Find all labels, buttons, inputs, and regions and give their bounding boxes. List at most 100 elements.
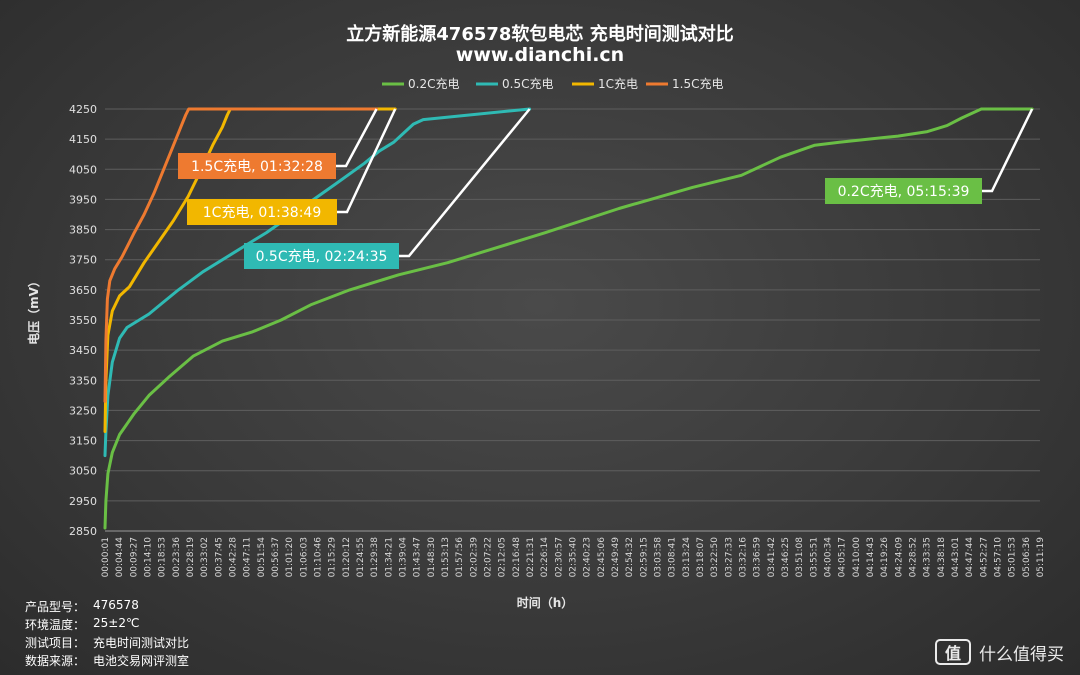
watermark: 值 什么值得买 (935, 639, 1064, 665)
x-tick-label: 02:30:57 (554, 537, 564, 577)
annotation-label: 1.5C充电, 01:32:28 (191, 159, 323, 175)
info-model: 产品型号： 476578 (25, 598, 139, 615)
x-tick-label: 02:45:06 (597, 537, 607, 578)
x-tick-label: 04:43:01 (951, 537, 961, 577)
x-tick-label: 01:34:21 (384, 537, 394, 577)
annotation-label: 1C充电, 01:38:49 (203, 205, 321, 221)
x-tick-label: 02:07:22 (484, 537, 494, 577)
x-tick-label: 01:43:47 (413, 537, 423, 577)
annotation-leader (336, 108, 378, 168)
x-tick-label: 04:47:44 (965, 537, 975, 578)
x-tick-label: 03:27:33 (724, 537, 734, 577)
info-item-label: 测试项目： (25, 636, 86, 650)
x-tick-label: 01:53:13 (441, 537, 451, 577)
x-tick-label: 03:55:51 (809, 537, 819, 577)
legend: 0.2C充电 0.5C充电 1C充电 1.5C充电 (382, 76, 723, 91)
x-tick-label: 03:32:16 (739, 537, 749, 578)
annotation-box (825, 178, 982, 204)
x-tick-label: 00:14:10 (144, 537, 154, 578)
x-tick-label: 01:15:29 (328, 537, 338, 578)
x-tick-label: 01:48:30 (427, 537, 437, 578)
y-axis-ticks: 4250 4150 4050 3950 3850 3750 3650 3550 3450 3350… (69, 103, 97, 538)
x-tick-label: 04:14:43 (866, 537, 876, 577)
x-tick-label: 01:06:03 (299, 537, 309, 577)
annotation-box (244, 243, 399, 269)
watermark-text: 什么值得买 (979, 644, 1064, 665)
info-source-label: 数据来源： (25, 654, 86, 668)
annotation-label: 0.5C充电, 02:24:35 (256, 249, 388, 265)
x-tick-label: 04:00:34 (824, 537, 834, 578)
x-tick-label: 00:09:27 (129, 537, 139, 577)
x-tick-label: 00:51:54 (257, 537, 267, 578)
x-tick-label: 00:47:11 (243, 537, 253, 577)
info-model-label: 产品型号： (25, 600, 86, 614)
y-tick-label: 3150 (69, 435, 97, 448)
y-tick-label: 3950 (69, 193, 97, 206)
annotation-box (187, 199, 337, 225)
x-tick-label: 04:28:52 (909, 537, 919, 577)
x-tick-label: 01:20:12 (342, 537, 352, 577)
x-tick-label: 04:05:17 (838, 537, 848, 577)
y-tick-label: 4250 (69, 103, 97, 116)
x-tick-label: 01:29:38 (370, 537, 380, 578)
y-tick-label: 2850 (69, 525, 97, 538)
y-tick-label: 2950 (69, 495, 97, 508)
annotation-box (178, 153, 336, 179)
x-tick-label: 00:23:36 (172, 537, 182, 578)
x-tick-label: 02:49:49 (611, 537, 621, 578)
y-tick-label: 3250 (69, 404, 97, 417)
y-tick-label: 4150 (69, 133, 97, 146)
x-tick-label: 05:01:53 (1008, 537, 1018, 577)
x-tick-label: 00:33:02 (200, 537, 210, 577)
x-tick-label: 00:37:45 (214, 537, 224, 577)
grid-lines (105, 108, 1040, 532)
info-item-value: 充电时间测试对比 (93, 636, 190, 650)
x-tick-label: 00:04:44 (115, 537, 125, 578)
x-tick-label: 03:08:41 (668, 537, 678, 577)
y-tick-label: 3550 (69, 314, 97, 327)
x-tick-label: 04:33:35 (923, 537, 933, 577)
x-tick-label: 00:42:28 (229, 537, 239, 578)
info-source-value: 电池交易网评测室 (93, 654, 190, 668)
series-line (103, 107, 532, 458)
y-tick-label: 4050 (69, 163, 97, 176)
x-tick-label: 01:10:46 (314, 537, 324, 578)
x-tick-label: 02:54:32 (625, 537, 635, 577)
x-tick-label: 04:19:26 (880, 537, 890, 578)
series-line (103, 107, 1034, 530)
watermark-logo: 值 (935, 639, 971, 665)
y-tick-label: 3050 (69, 465, 97, 478)
x-tick-label: 04:52:27 (979, 537, 989, 577)
info-temp-value: 25±2℃ (93, 616, 140, 630)
x-tick-label: 05:11:19 (1036, 537, 1046, 578)
x-tick-label: 02:16:48 (512, 537, 522, 578)
annotation-leader (337, 108, 397, 214)
x-tick-label: 04:38:18 (937, 537, 947, 578)
y-tick-label: 3450 (69, 344, 97, 357)
x-tick-label: 02:35:40 (569, 537, 579, 578)
info-temp-label: 环境温度： (25, 618, 86, 632)
x-tick-label: 02:02:39 (469, 537, 479, 578)
annotations: 1.5C充电, 01:32:28 1C充电, 01:38:49 0.5C充电, 02… (178, 108, 1034, 269)
x-tick-label: 03:36:59 (753, 537, 763, 578)
legend-label: 1C充电 (598, 76, 638, 91)
x-tick-label: 02:40:23 (583, 537, 593, 577)
chart-title: 立方新能源476578软包电芯 充电时间测试对比 (346, 24, 734, 45)
annotation-leader (399, 108, 531, 258)
y-tick-label: 3750 (69, 254, 97, 267)
x-tick-label: 02:21:31 (526, 537, 536, 577)
annotation-leader (982, 108, 1034, 193)
x-tick-label: 03:41:42 (767, 537, 777, 577)
x-axis-label: 时间（h） (517, 595, 574, 610)
x-tick-label: 01:24:55 (356, 537, 366, 577)
x-tick-label: 03:51:08 (795, 537, 805, 578)
legend-label: 0.2C充电 (408, 76, 459, 91)
series-line (103, 107, 397, 433)
x-tick-label: 04:57:10 (994, 537, 1004, 578)
x-tick-label: 04:10:00 (852, 537, 862, 578)
y-tick-label: 3350 (69, 374, 97, 387)
x-tick-label: 04:24:09 (894, 537, 904, 578)
info-temp: 环境温度： 25±2℃ (25, 616, 139, 633)
info-model-value: 476578 (93, 598, 139, 612)
x-tick-label: 01:39:04 (399, 537, 409, 578)
